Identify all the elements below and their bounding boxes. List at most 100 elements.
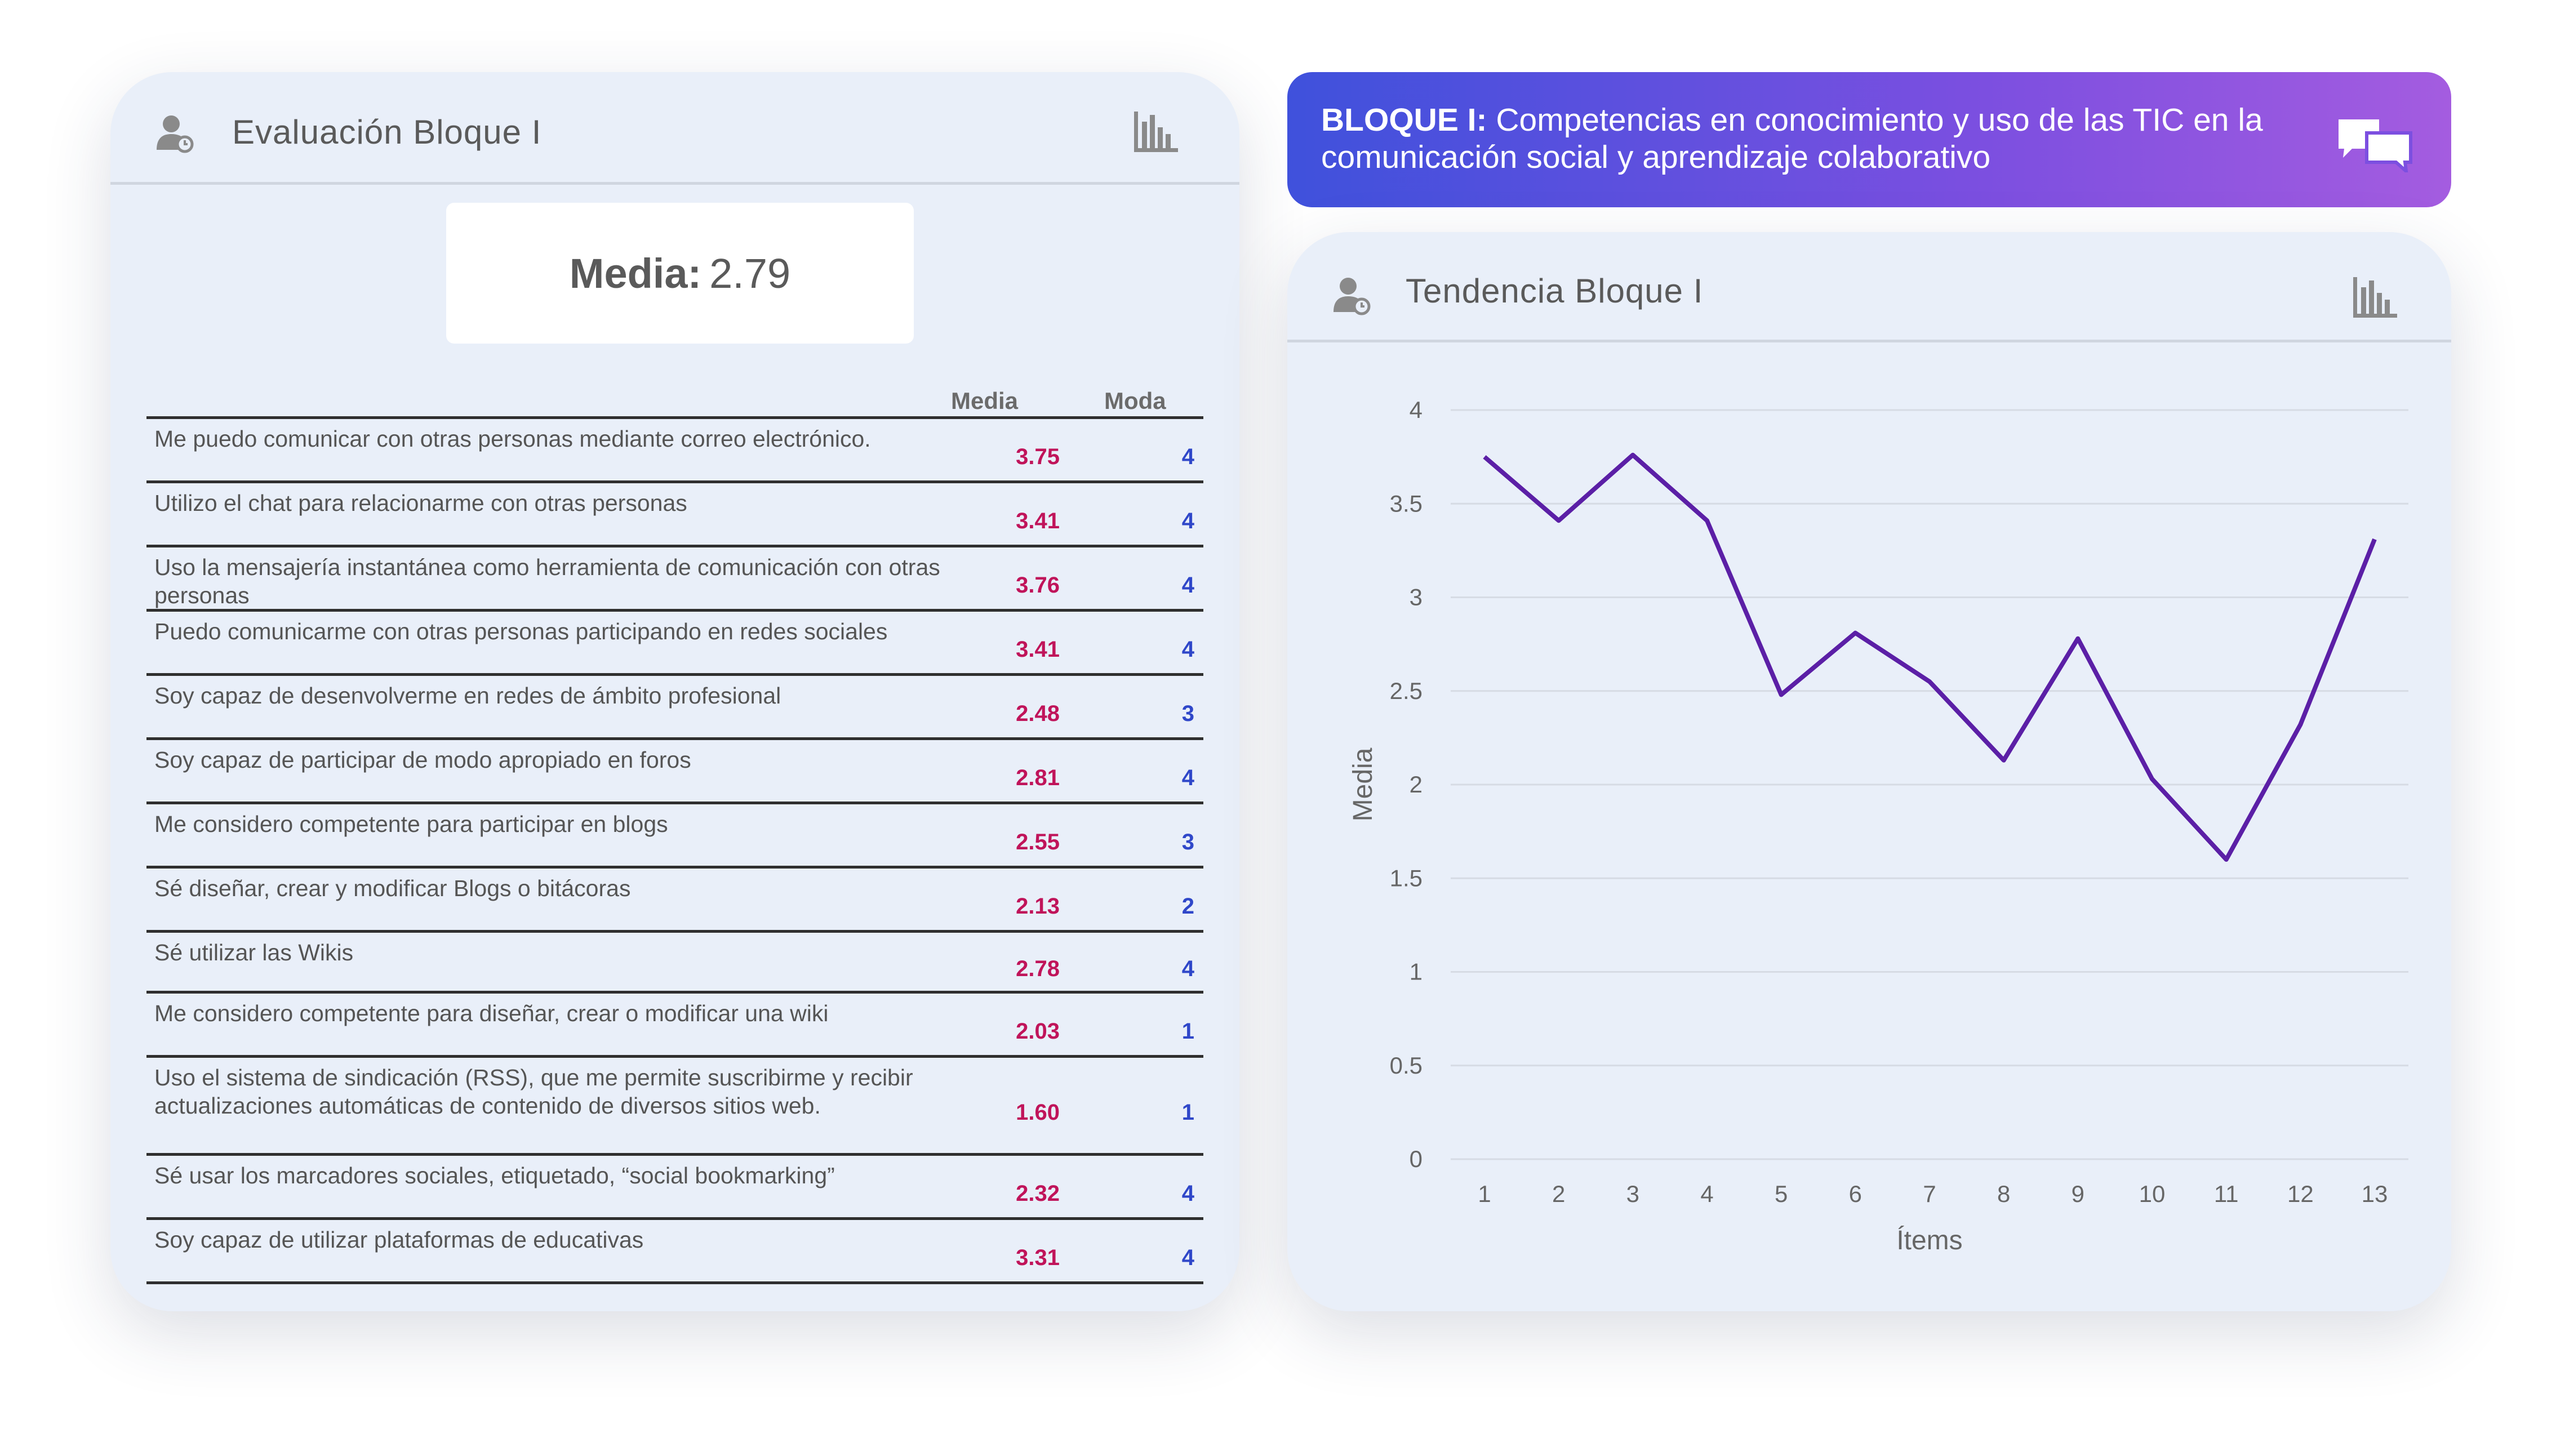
trend-chart: 00.511.522.533.54 1 2 3 4 5 6 7 8 9 10 11 12 13 Medi… xyxy=(1348,397,2408,1255)
banner-description: Competencias en conocimiento y uso de la… xyxy=(1321,102,2263,175)
table-row: Me considero competente para participar … xyxy=(146,804,1203,869)
x-tick-label: 5 xyxy=(1775,1181,1788,1207)
row-moda-value: 1 xyxy=(1181,1019,1194,1044)
row-moda-value: 1 xyxy=(1181,1100,1194,1125)
x-tick-label: 13 xyxy=(2362,1181,2388,1207)
y-tick-label: 3.5 xyxy=(1390,490,1423,516)
row-media-value: 3.31 xyxy=(1016,1245,1060,1270)
table-body: Me puedo comunicar con otras personas me… xyxy=(146,419,1203,1284)
column-media: Media xyxy=(951,388,1019,414)
row-media-value: 2.78 xyxy=(1016,956,1060,981)
table-header: Media Moda xyxy=(146,388,1203,419)
y-ticks: 0 0.5 1 1.5 2 2.5 3 3.5 4 xyxy=(1390,397,1423,1172)
row-media-value: 2.48 xyxy=(1016,701,1060,726)
items-table: Media Moda Me puedo comunicar con otras … xyxy=(146,388,1203,1284)
row-question: Soy capaz de utilizar plataformas de edu… xyxy=(154,1227,644,1253)
row-moda-value: 3 xyxy=(1181,701,1194,726)
table-row: Me puedo comunicar con otras personas me… xyxy=(146,419,1203,483)
row-media-value: 2.03 xyxy=(1016,1019,1060,1044)
row-question: Sé diseñar, crear y modificar Blogs o bi… xyxy=(154,875,631,901)
card-header: Tendencia Bloque I xyxy=(1287,232,2451,342)
row-question: Sé usar los marcadores sociales, etiquet… xyxy=(154,1163,835,1188)
x-tick-label: 8 xyxy=(1997,1181,2010,1207)
card-title: Tendencia Bloque I xyxy=(1406,272,1704,310)
row-media-value: 1.60 xyxy=(1016,1100,1060,1125)
x-tick-label: 11 xyxy=(2214,1181,2239,1207)
row-moda-value: 4 xyxy=(1181,765,1194,790)
media-value: 2.79 xyxy=(709,250,791,297)
row-media-value: 3.41 xyxy=(1016,509,1060,533)
row-question: Me considero competente para diseñar, cr… xyxy=(154,1000,829,1026)
table-row: Puedo comunicarme con otras personas par… xyxy=(146,612,1203,676)
y-tick-label: 2.5 xyxy=(1390,678,1423,704)
row-question: Soy capaz de participar de modo apropiad… xyxy=(154,747,691,773)
y-tick-label: 3 xyxy=(1410,584,1423,611)
banner-bold: BLOQUE I: xyxy=(1321,102,1487,138)
y-tick-label: 0 xyxy=(1410,1146,1423,1172)
row-media-value: 2.13 xyxy=(1016,894,1060,919)
table-row: Soy capaz de desenvolverme en redes de á… xyxy=(146,676,1203,740)
x-tick-label: 10 xyxy=(2139,1181,2166,1207)
y-tick-label: 0.5 xyxy=(1390,1052,1423,1079)
y-tick-label: 1.5 xyxy=(1390,865,1423,891)
row-moda-value: 4 xyxy=(1181,573,1194,598)
row-question: Me considero competente para participar … xyxy=(154,811,668,837)
evaluation-card: Evaluación Bloque I Media: 2.79 Media Mo… xyxy=(110,72,1239,1311)
row-moda-value: 4 xyxy=(1181,1245,1194,1270)
x-tick-label: 2 xyxy=(1552,1181,1565,1207)
row-moda-value: 2 xyxy=(1181,894,1194,919)
row-media-value: 3.41 xyxy=(1016,637,1060,662)
media-label: Media: xyxy=(569,250,702,297)
row-media-value: 3.76 xyxy=(1016,573,1060,598)
user-icon xyxy=(1333,278,1371,315)
x-tick-label: 4 xyxy=(1700,1181,1713,1207)
y-axis-title: Media xyxy=(1348,747,1378,821)
row-question: Sé utilizar las Wikis xyxy=(154,940,354,965)
card-title: Evaluación Bloque I xyxy=(232,113,542,151)
x-tick-label: 9 xyxy=(2072,1181,2084,1207)
x-ticks: 1 2 3 4 5 6 7 8 9 10 11 12 13 xyxy=(1478,1181,2388,1207)
bar-chart-icon[interactable] xyxy=(1133,110,1179,153)
table-row: Sé diseñar, crear y modificar Blogs o bi… xyxy=(146,869,1203,933)
y-tick-label: 2 xyxy=(1410,771,1423,798)
chat-bubbles-icon xyxy=(2339,119,2412,172)
bar-chart-icon[interactable] xyxy=(2352,276,2398,319)
row-media-value: 2.32 xyxy=(1016,1181,1060,1206)
row-question: Puedo comunicarme con otras personas par… xyxy=(154,618,888,644)
row-media-value: 3.75 xyxy=(1016,444,1060,469)
table-row: Soy capaz de participar de modo apropiad… xyxy=(146,740,1203,804)
y-tick-label: 1 xyxy=(1410,959,1423,985)
row-question: Utilizo el chat para relacionarme con ot… xyxy=(154,490,687,516)
row-moda-value: 4 xyxy=(1181,444,1194,469)
row-question: Me puedo comunicar con otras personas me… xyxy=(154,426,871,452)
user-icon xyxy=(157,115,194,153)
media-summary: Media: 2.79 xyxy=(446,203,914,344)
x-tick-label: 3 xyxy=(1626,1181,1639,1207)
row-moda-value: 4 xyxy=(1181,1181,1194,1206)
row-moda-value: 3 xyxy=(1181,830,1194,854)
y-tick-label: 4 xyxy=(1410,397,1423,423)
x-tick-label: 7 xyxy=(1923,1181,1936,1207)
row-question: Soy capaz de desenvolverme en redes de á… xyxy=(154,683,781,709)
row-question: Uso el sistema de sindicación (RSS), que… xyxy=(154,1065,913,1119)
table-row: Uso el sistema de sindicación (RSS), que… xyxy=(146,1058,1203,1156)
block-banner: BLOQUE I: Competencias en conocimiento y… xyxy=(1287,72,2451,207)
x-tick-label: 6 xyxy=(1849,1181,1862,1207)
table-row: Me considero competente para diseñar, cr… xyxy=(146,994,1203,1058)
x-tick-label: 12 xyxy=(2287,1181,2314,1207)
table-row: Uso la mensajería instantánea como herra… xyxy=(146,547,1203,612)
row-moda-value: 4 xyxy=(1181,509,1194,533)
row-moda-value: 4 xyxy=(1181,956,1194,981)
row-media-value: 2.81 xyxy=(1016,765,1060,790)
table-row: Sé utilizar las Wikis 2.78 4 xyxy=(146,933,1203,994)
row-question: Uso la mensajería instantánea como herra… xyxy=(154,554,940,608)
x-tick-label: 1 xyxy=(1478,1181,1491,1207)
row-media-value: 2.55 xyxy=(1016,830,1060,854)
grid-layer xyxy=(1451,409,2408,1160)
x-axis-title: Ítems xyxy=(1896,1226,1962,1255)
table-row: Sé usar los marcadores sociales, etiquet… xyxy=(146,1156,1203,1220)
column-moda: Moda xyxy=(1104,388,1166,414)
banner-text: BLOQUE I: Competencias en conocimiento y… xyxy=(1321,101,2279,176)
series-line xyxy=(1483,452,2377,862)
